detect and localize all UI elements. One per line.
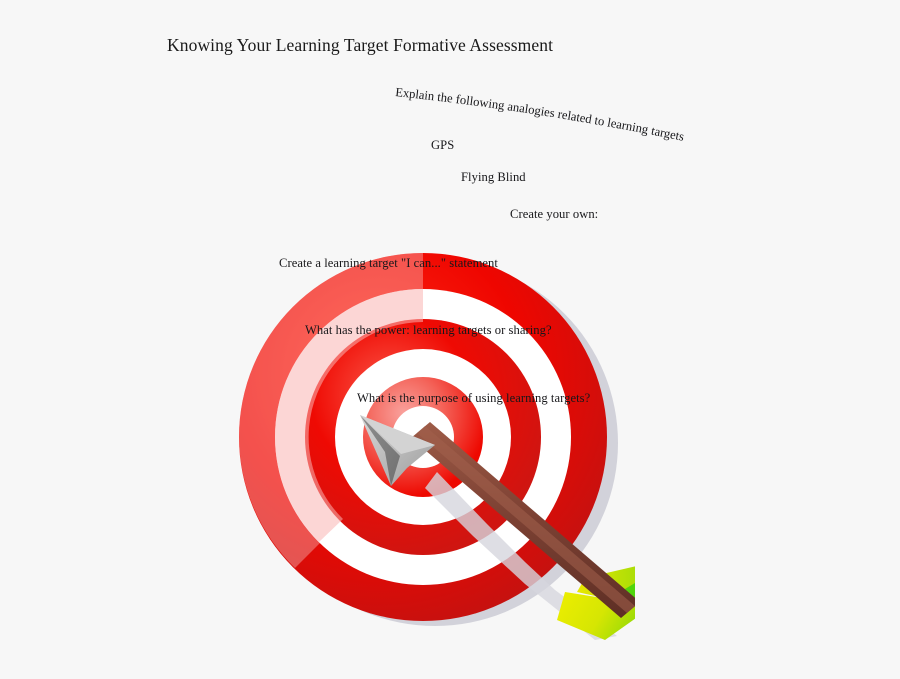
prompt-gps: GPS [431, 138, 455, 152]
prompt-i-can-statement: Create a learning target "I can..." stat… [279, 256, 498, 270]
curved-heading-text: Explain the following analogies related … [395, 85, 686, 144]
prompt-flying-blind: Flying Blind [461, 170, 526, 184]
arrow-shaft-highlight [417, 426, 635, 613]
page-title: Knowing Your Learning Target Formative A… [167, 35, 554, 55]
curved-heading: Explain the following analogies related … [385, 72, 755, 172]
target-svg [239, 253, 635, 640]
archery-target-graphic [225, 240, 635, 640]
target-highlight-inner [275, 289, 423, 542]
prompt-create-your-own: Create your own: [510, 207, 599, 221]
arrow-head-icon [360, 415, 435, 486]
prompt-what-has-the-power: What has the power: learning targets or … [305, 323, 552, 337]
curved-heading-svg: Explain the following analogies related … [395, 85, 686, 144]
curved-heading-textpath: Explain the following analogies related … [395, 85, 686, 144]
arrow-shadow [425, 472, 617, 640]
prompt-what-is-the-purpose: What is the purpose of using learning ta… [357, 391, 591, 405]
